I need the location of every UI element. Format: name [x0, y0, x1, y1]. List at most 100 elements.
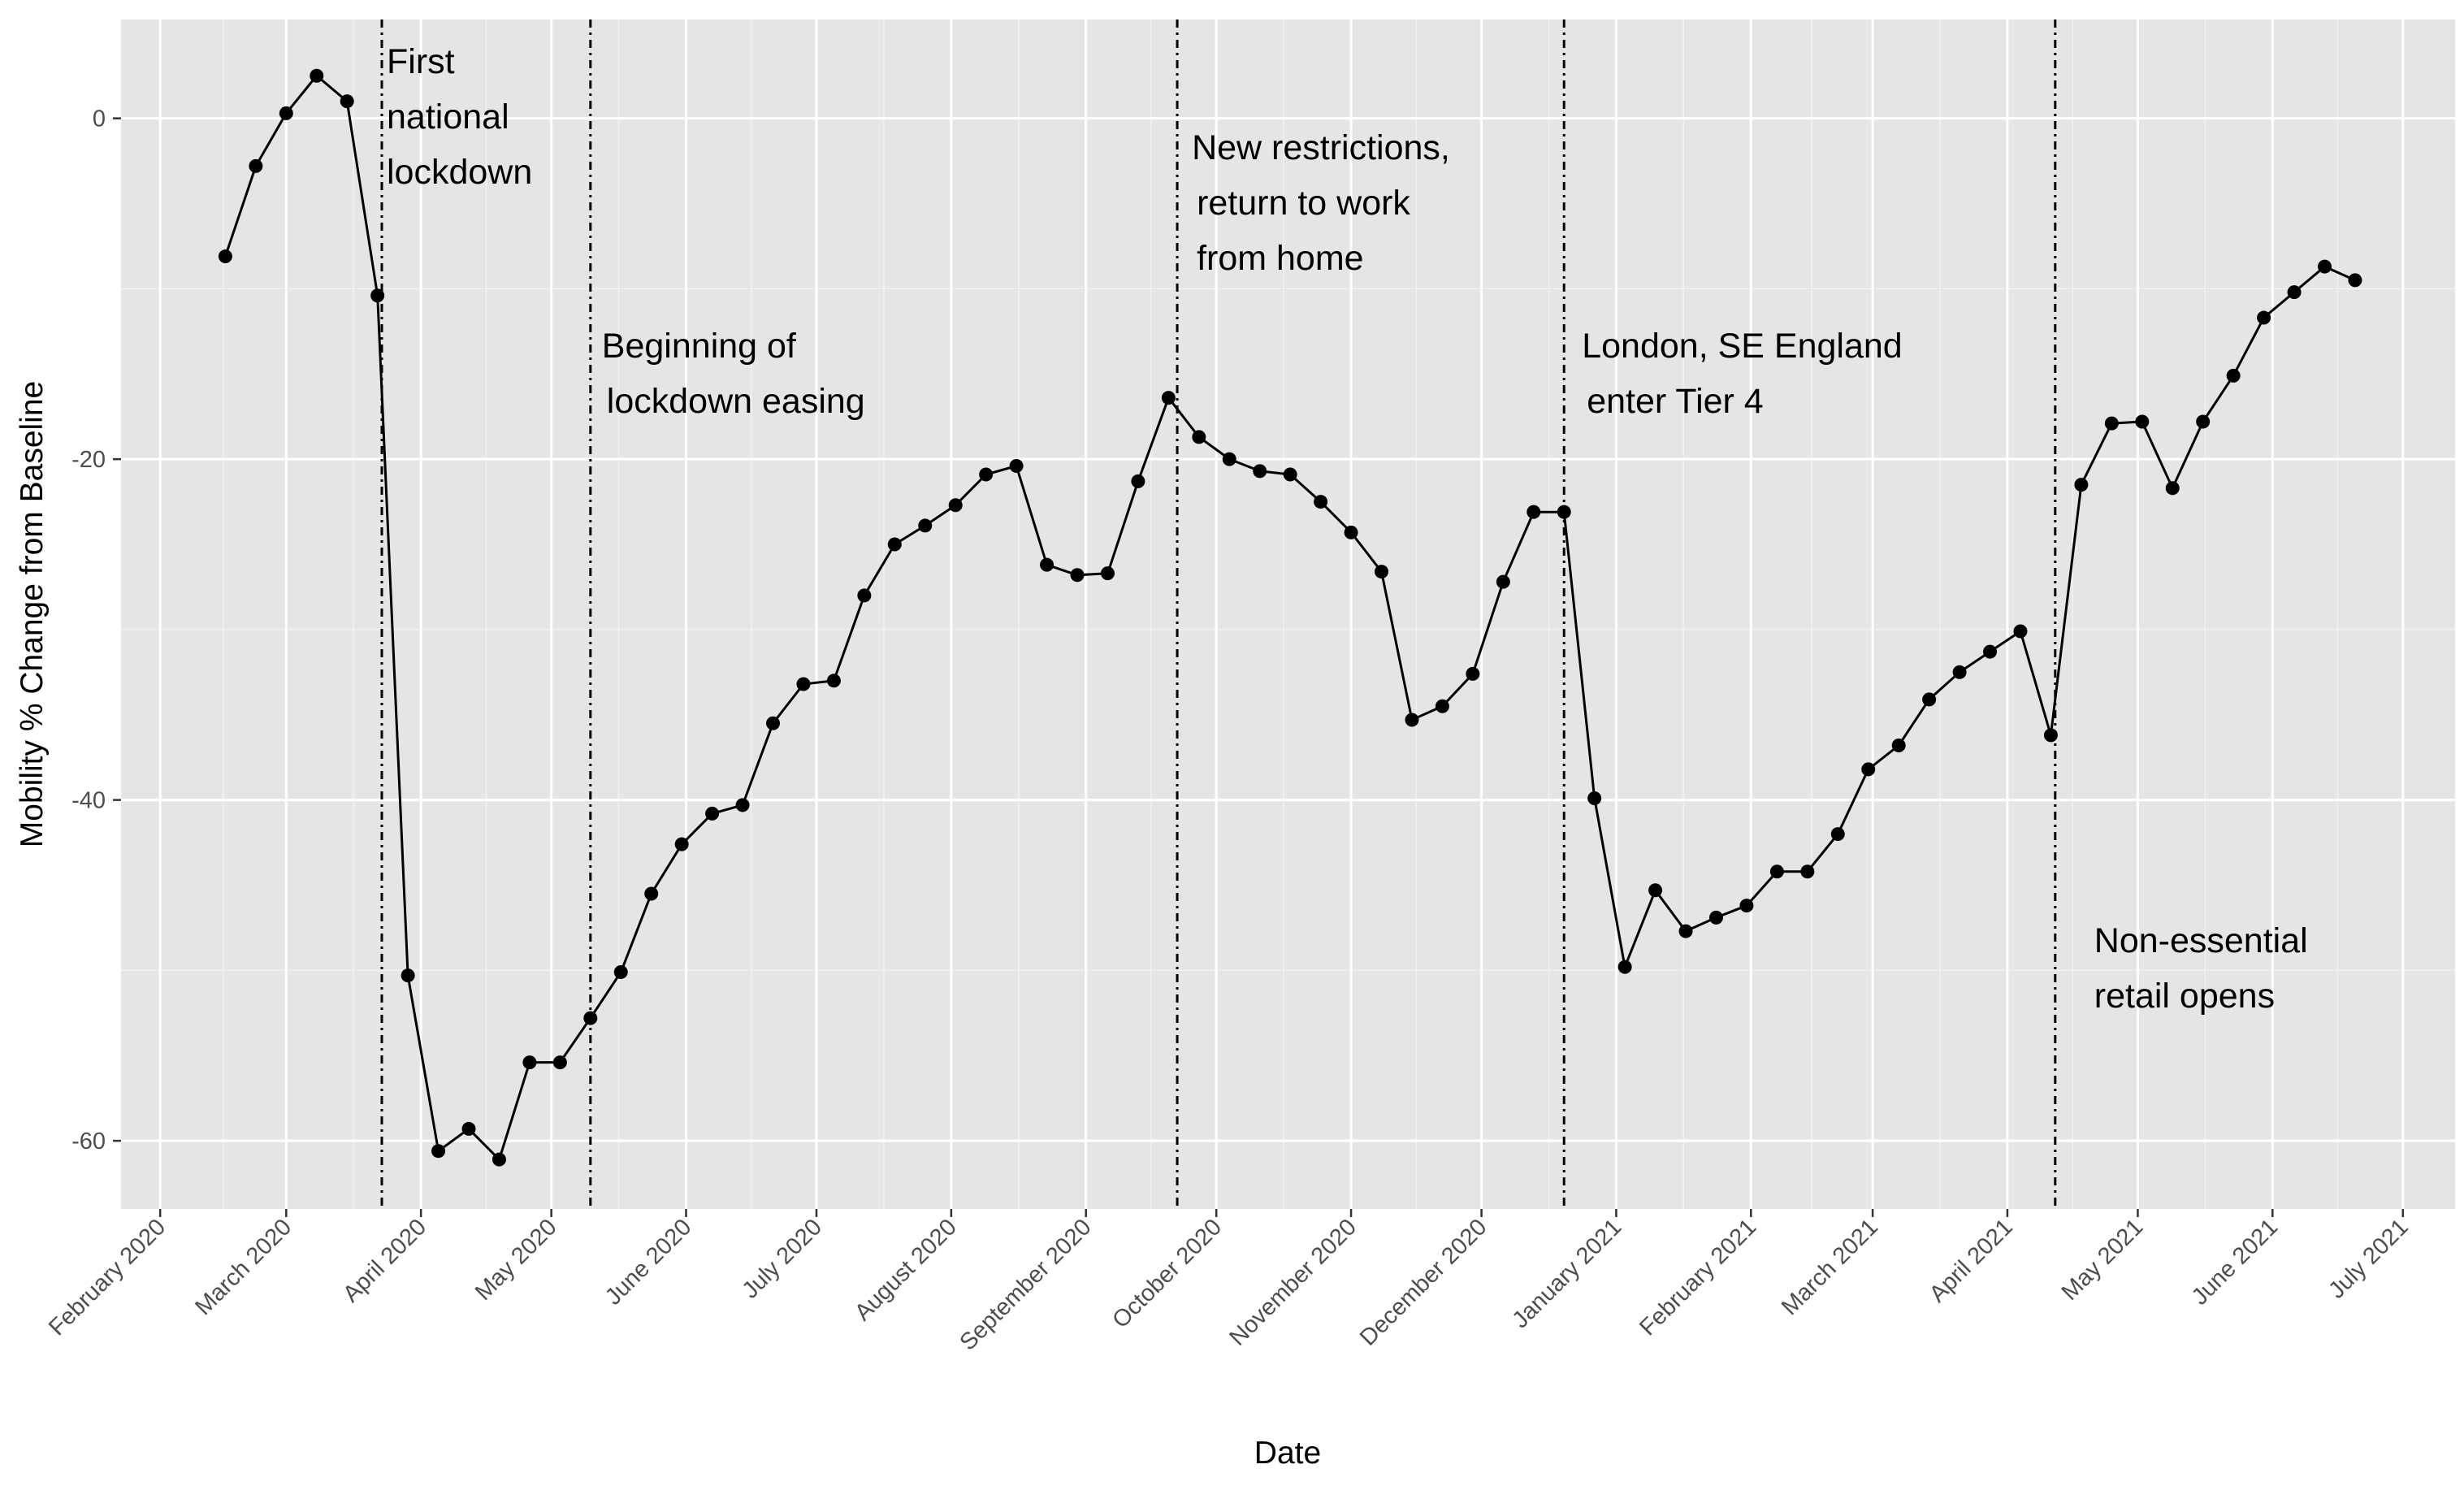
x-tick-label: March 2020 [190, 1214, 297, 1320]
event-annotation-line: New restrictions, [1192, 128, 1450, 167]
data-point [1131, 474, 1145, 488]
data-point [1435, 699, 1449, 713]
data-point [2257, 310, 2271, 325]
event-annotation-line: lockdown [387, 153, 532, 192]
event-markers: First national lockdown Beginning of lockdow… [380, 19, 2308, 1209]
data-point [1192, 430, 1206, 444]
data-point [249, 158, 263, 173]
data-point [1040, 557, 1054, 572]
data-point [1830, 827, 1845, 842]
event-annotation-line: Beginning of [602, 327, 797, 366]
data-point [1739, 899, 1754, 913]
data-point [1526, 505, 1541, 519]
data-point [370, 288, 385, 303]
data-point [1070, 568, 1085, 583]
event-annotation-line: return to work [1197, 184, 1410, 223]
event-annotation: First national lockdown [387, 42, 532, 192]
x-tick-label: January 2021 [1507, 1214, 1626, 1333]
data-point [1617, 960, 1632, 974]
data-point [857, 588, 872, 603]
x-tick-label: May 2020 [470, 1214, 562, 1306]
data-point [735, 798, 750, 812]
x-tick-label: August 2020 [850, 1214, 962, 1326]
data-point [2317, 259, 2332, 274]
data-point [948, 498, 963, 513]
y-axis-ticks: 0 -20 -40 -60 [71, 106, 121, 1155]
data-point [796, 677, 811, 691]
event-annotation-line: from home [1197, 239, 1364, 278]
x-tick-label: December 2020 [1355, 1214, 1492, 1351]
event-annotation-line: retail opens [2094, 977, 2275, 1016]
data-point [2348, 273, 2362, 288]
data-point [1009, 459, 1024, 474]
y-tick-label: -20 [71, 447, 106, 473]
event-annotation: London, SE England enter Tier 4 [1582, 327, 1903, 421]
data-point [492, 1152, 506, 1167]
event-annotation-line: Non-essential [2094, 921, 2308, 960]
data-point [310, 68, 324, 83]
data-point [461, 1121, 476, 1136]
data-point [1283, 467, 1297, 482]
x-tick-label: March 2021 [1777, 1214, 1883, 1320]
y-tick-label: -60 [71, 1129, 106, 1155]
data-point [1769, 864, 1784, 879]
data-point [2196, 414, 2211, 429]
data-point [918, 518, 933, 533]
x-axis-title: Date [1254, 1436, 1321, 1471]
data-point [279, 106, 293, 120]
data-point [1922, 692, 1937, 707]
x-tick-label: April 2020 [338, 1214, 431, 1307]
x-tick-label: April 2021 [1925, 1214, 2018, 1307]
x-tick-label: June 2021 [2187, 1214, 2283, 1310]
data-point [1405, 713, 1419, 727]
data-point [2226, 368, 2241, 383]
x-tick-label: September 2020 [955, 1214, 1096, 1355]
data-point [1952, 665, 1967, 679]
data-point [766, 716, 781, 730]
data-point [644, 886, 659, 901]
data-point [674, 837, 689, 851]
y-tick-label: -40 [71, 788, 106, 814]
x-tick-label: June 2020 [600, 1214, 696, 1310]
data-point [1496, 574, 1510, 589]
event-annotation-line: lockdown easing [607, 382, 865, 421]
data-point [1648, 883, 1663, 898]
event-annotation-line: enter Tier 4 [1587, 382, 1764, 421]
data-point [552, 1055, 567, 1070]
data-point [1800, 864, 1815, 879]
data-point [1587, 791, 1602, 806]
event-annotation-line: national [387, 97, 509, 136]
x-tick-label: July 2020 [738, 1214, 827, 1303]
data-point [979, 467, 994, 482]
data-point [613, 964, 628, 979]
x-tick-label: February 2020 [44, 1214, 171, 1341]
data-point [2104, 416, 2119, 431]
data-point [1861, 762, 1876, 777]
event-annotation: Non-essential retail opens [2094, 921, 2308, 1016]
data-point [2287, 285, 2302, 300]
data-point [1708, 910, 1723, 925]
data-point [1253, 464, 1267, 479]
data-point [1375, 565, 1389, 579]
event-annotation-line: London, SE England [1582, 327, 1903, 366]
data-point [1983, 644, 1998, 659]
x-tick-label: May 2021 [2057, 1214, 2149, 1306]
data-point [826, 674, 841, 688]
x-tick-label: October 2020 [1107, 1214, 1227, 1333]
data-point [1100, 566, 1115, 581]
data-point [2165, 481, 2180, 496]
y-axis-title: Mobility % Change from Baseline [15, 381, 50, 847]
data-point [1466, 666, 1480, 681]
y-tick-label: 0 [93, 106, 106, 132]
data-point [1222, 452, 1236, 466]
data-points [218, 68, 2362, 1167]
data-point [2074, 478, 2089, 492]
event-annotation-line: First [387, 42, 455, 81]
x-axis-ticks: February 2020 March 2020 April 2020 May 202… [44, 1209, 2414, 1356]
grid-lines [121, 19, 2455, 1209]
data-point [522, 1055, 537, 1070]
x-tick-label: July 2021 [2323, 1214, 2413, 1303]
data-point [431, 1144, 446, 1159]
data-point [2043, 728, 2058, 743]
data-point [401, 968, 415, 983]
